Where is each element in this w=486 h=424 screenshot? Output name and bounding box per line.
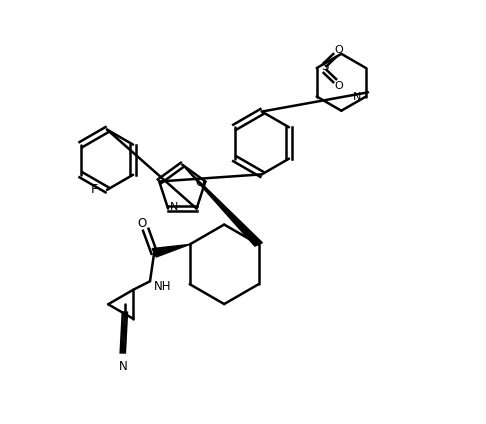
Text: F: F [91, 183, 98, 196]
Polygon shape [152, 244, 190, 257]
Text: O: O [195, 178, 204, 188]
Polygon shape [182, 165, 262, 246]
Text: O: O [334, 45, 343, 55]
Text: S: S [321, 60, 329, 73]
Text: NH: NH [154, 280, 171, 293]
Text: O: O [334, 81, 343, 91]
Text: N: N [352, 92, 361, 101]
Text: O: O [138, 217, 147, 230]
Text: N: N [170, 202, 178, 212]
Text: N: N [119, 360, 127, 373]
